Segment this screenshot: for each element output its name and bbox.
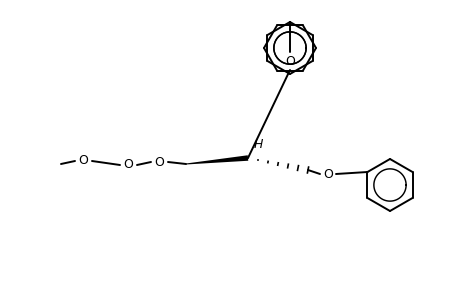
- Text: O: O: [78, 154, 88, 167]
- Text: H: H: [253, 137, 262, 151]
- Polygon shape: [185, 155, 248, 164]
- Text: O: O: [154, 155, 163, 169]
- Text: O: O: [285, 55, 294, 68]
- Text: O: O: [123, 158, 133, 172]
- Text: O: O: [322, 167, 332, 181]
